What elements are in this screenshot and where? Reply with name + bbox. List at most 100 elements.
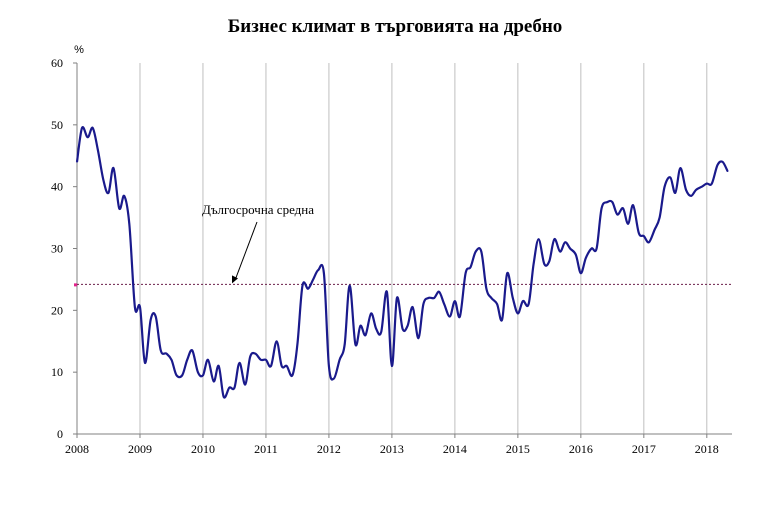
data-point-47 bbox=[323, 272, 325, 275]
data-point-6 bbox=[107, 192, 110, 194]
data-point-88 bbox=[537, 238, 540, 240]
data-point-5 bbox=[102, 179, 105, 182]
data-point-65 bbox=[417, 337, 420, 340]
data-point-54 bbox=[359, 325, 362, 327]
data-point-102 bbox=[611, 201, 614, 203]
data-point-72 bbox=[454, 300, 456, 302]
data-point-46 bbox=[317, 269, 320, 271]
data-point-86 bbox=[527, 303, 530, 305]
data-point-18 bbox=[170, 359, 173, 361]
data-point-24 bbox=[202, 374, 204, 377]
data-point-124 bbox=[726, 170, 729, 172]
x-tick-label-2009: 2009 bbox=[128, 442, 152, 456]
data-point-48 bbox=[328, 365, 330, 367]
data-point-116 bbox=[685, 189, 687, 191]
series-line-0 bbox=[75, 126, 729, 399]
data-point-63 bbox=[406, 325, 409, 327]
data-point-84 bbox=[517, 312, 519, 315]
data-point-109 bbox=[648, 241, 650, 244]
data-point-83 bbox=[512, 297, 514, 299]
data-point-44 bbox=[307, 287, 309, 290]
y-tick-label-10: 10 bbox=[51, 365, 63, 379]
data-point-92 bbox=[559, 250, 561, 253]
data-point-57 bbox=[375, 328, 378, 330]
y-tick-label-30: 30 bbox=[51, 242, 63, 256]
x-tick-label-2015: 2015 bbox=[506, 442, 530, 456]
data-point-56 bbox=[370, 312, 372, 315]
x-tick-label-2008: 2008 bbox=[65, 442, 89, 456]
data-point-105 bbox=[627, 223, 629, 225]
data-point-27 bbox=[217, 365, 220, 367]
data-point-13 bbox=[144, 362, 146, 364]
data-point-20 bbox=[181, 374, 183, 377]
data-point-75 bbox=[469, 266, 472, 268]
data-point-31 bbox=[238, 362, 241, 364]
data-point-64 bbox=[411, 306, 414, 309]
x-tick-label-2017: 2017 bbox=[632, 442, 656, 456]
data-point-98 bbox=[590, 247, 593, 250]
data-point-100 bbox=[600, 207, 603, 210]
data-point-107 bbox=[638, 232, 640, 234]
data-point-111 bbox=[658, 216, 661, 219]
data-point-70 bbox=[443, 303, 446, 305]
data-point-120 bbox=[706, 182, 708, 185]
data-point-34 bbox=[254, 352, 256, 355]
data-point-89 bbox=[543, 263, 546, 265]
data-point-3 bbox=[91, 127, 94, 129]
x-tick-label-2010: 2010 bbox=[191, 442, 215, 456]
data-point-17 bbox=[165, 352, 168, 355]
series-group bbox=[75, 126, 729, 399]
x-tick-label-2018: 2018 bbox=[695, 442, 719, 456]
x-tick-labels: 2008 2009 2010 2011 2012 2013 2014 2015 2016 2017… bbox=[65, 434, 719, 456]
x-tick-label-2013: 2013 bbox=[380, 442, 404, 456]
data-point-4 bbox=[97, 148, 99, 151]
data-point-38 bbox=[275, 340, 278, 343]
data-point-49 bbox=[333, 377, 335, 380]
data-point-108 bbox=[643, 235, 645, 237]
data-point-117 bbox=[690, 195, 692, 197]
data-point-80 bbox=[496, 303, 498, 305]
reference-line-group bbox=[74, 283, 732, 287]
data-point-42 bbox=[296, 343, 299, 346]
data-point-29 bbox=[228, 386, 231, 389]
reference-line-marker bbox=[74, 283, 77, 287]
y-tick-label-0: 0 bbox=[57, 427, 63, 441]
data-point-12 bbox=[139, 306, 141, 309]
data-point-15 bbox=[154, 315, 157, 318]
annotation-group: Дългосрочна средна bbox=[202, 202, 314, 284]
data-point-81 bbox=[501, 318, 503, 321]
data-point-122 bbox=[716, 164, 719, 166]
data-point-19 bbox=[175, 374, 178, 377]
data-point-21 bbox=[186, 359, 188, 361]
data-point-58 bbox=[380, 331, 383, 333]
data-point-115 bbox=[679, 167, 682, 169]
data-point-60 bbox=[391, 365, 393, 367]
data-point-28 bbox=[222, 396, 225, 398]
y-unit-label: % bbox=[74, 44, 84, 56]
data-point-14 bbox=[149, 318, 152, 321]
data-point-50 bbox=[338, 359, 341, 361]
data-point-90 bbox=[548, 260, 551, 262]
data-point-10 bbox=[128, 223, 131, 225]
data-point-79 bbox=[490, 297, 493, 299]
data-point-33 bbox=[249, 355, 251, 358]
data-point-25 bbox=[207, 359, 209, 361]
axes bbox=[76, 63, 732, 435]
data-point-69 bbox=[438, 291, 440, 293]
data-point-45 bbox=[312, 278, 315, 281]
annotation-arrow-shaft bbox=[234, 221, 258, 281]
data-point-61 bbox=[396, 297, 398, 299]
data-point-67 bbox=[427, 297, 430, 299]
data-point-26 bbox=[212, 380, 215, 383]
data-point-118 bbox=[695, 189, 697, 191]
data-point-96 bbox=[580, 272, 582, 275]
data-point-7 bbox=[112, 167, 115, 169]
data-point-68 bbox=[433, 297, 435, 299]
data-point-78 bbox=[485, 287, 488, 290]
data-point-94 bbox=[569, 247, 571, 250]
data-point-85 bbox=[522, 300, 524, 302]
data-point-87 bbox=[532, 263, 535, 265]
data-point-51 bbox=[343, 343, 346, 346]
data-point-52 bbox=[348, 284, 351, 287]
